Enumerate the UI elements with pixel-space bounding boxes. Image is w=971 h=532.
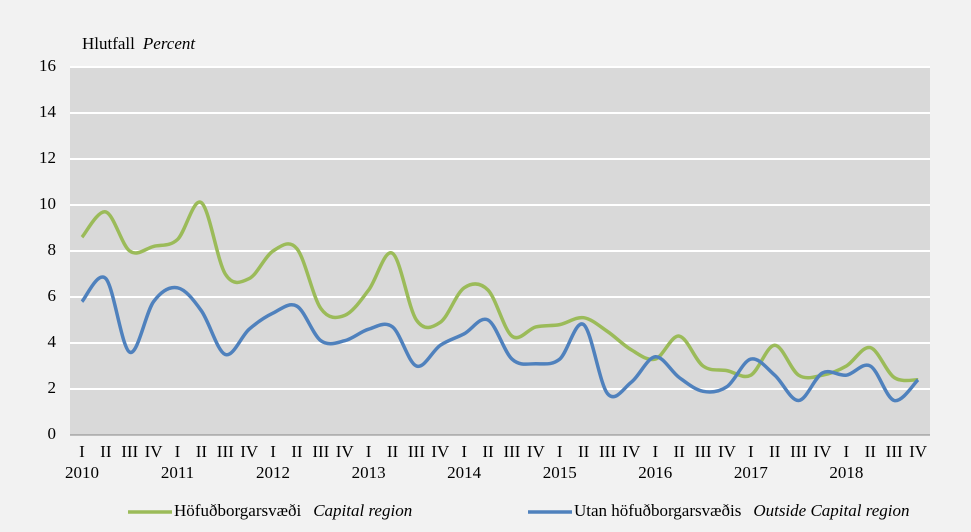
- x-tick-label: II: [482, 442, 494, 461]
- year-label: 2013: [352, 463, 386, 482]
- x-tick-label: II: [578, 442, 590, 461]
- y-tick-label: 10: [39, 194, 56, 213]
- y-tick-label: 0: [48, 424, 57, 443]
- x-tick-label: IV: [145, 442, 164, 461]
- x-tick-label: IV: [431, 442, 450, 461]
- x-tick-label: III: [886, 442, 903, 461]
- legend-name: Höfuðborgarsvæði: [174, 501, 301, 520]
- x-tick-label: II: [100, 442, 112, 461]
- x-tick-label: I: [652, 442, 658, 461]
- y-tick-label: 16: [39, 56, 56, 75]
- year-label: 2018: [829, 463, 863, 482]
- x-tick-label: III: [312, 442, 329, 461]
- series-line: [80, 200, 919, 383]
- x-tick-label: IV: [336, 442, 355, 461]
- series-line: [80, 275, 920, 403]
- y-tick-label: 6: [48, 286, 57, 305]
- x-tick-label: III: [503, 442, 520, 461]
- y-tick-label: 8: [48, 240, 57, 259]
- legend-name: Utan höfuðborgarsvæðis: [574, 501, 741, 520]
- x-tick-label: IV: [527, 442, 546, 461]
- year-label: 2015: [543, 463, 577, 482]
- x-tick-label: I: [557, 442, 563, 461]
- y-axis-title-en: Percent: [142, 34, 197, 53]
- y-tick-label: 12: [39, 148, 56, 167]
- y-tick-label: 4: [48, 332, 57, 351]
- x-tick-label: I: [270, 442, 276, 461]
- x-tick-label: I: [844, 442, 850, 461]
- x-tick-label: I: [79, 442, 85, 461]
- x-tick-label: II: [196, 442, 208, 461]
- y-tick-label: 14: [39, 102, 57, 121]
- x-tick-label: III: [217, 442, 234, 461]
- year-label: 2014: [447, 463, 482, 482]
- x-tick-label: III: [599, 442, 616, 461]
- legend-name-en: Outside Capital region: [753, 501, 909, 520]
- legend-name-en: Capital region: [313, 501, 412, 520]
- x-tick-label: IV: [909, 442, 928, 461]
- x-tick-label: III: [790, 442, 807, 461]
- x-tick-label: III: [408, 442, 425, 461]
- x-tick-label: II: [291, 442, 303, 461]
- y-axis-title-is: Hlutfall: [82, 34, 135, 53]
- year-label: 2010: [65, 463, 99, 482]
- year-label: 2016: [638, 463, 672, 482]
- legend-entry: Utan höfuðborgarsvæðis Outside Capital re…: [574, 501, 909, 520]
- legend-entry: Höfuðborgarsvæði Capital region: [174, 501, 412, 520]
- x-tick-label: II: [865, 442, 877, 461]
- x-tick-label: II: [769, 442, 781, 461]
- x-tick-label: I: [175, 442, 181, 461]
- y-tick-label: 2: [48, 378, 57, 397]
- year-label: 2012: [256, 463, 290, 482]
- x-tick-label: IV: [622, 442, 641, 461]
- x-tick-label: III: [121, 442, 138, 461]
- x-tick-label: II: [674, 442, 686, 461]
- x-tick-label: I: [366, 442, 372, 461]
- y-axis-title: Hlutfall Percent: [82, 34, 196, 53]
- x-tick-label: III: [695, 442, 712, 461]
- year-label: 2011: [161, 463, 194, 482]
- x-tick-label: IV: [718, 442, 737, 461]
- x-tick-label: I: [461, 442, 467, 461]
- x-tick-label: IV: [814, 442, 833, 461]
- year-label: 2017: [734, 463, 769, 482]
- x-tick-label: I: [748, 442, 754, 461]
- x-tick-label: IV: [240, 442, 259, 461]
- x-tick-label: II: [387, 442, 399, 461]
